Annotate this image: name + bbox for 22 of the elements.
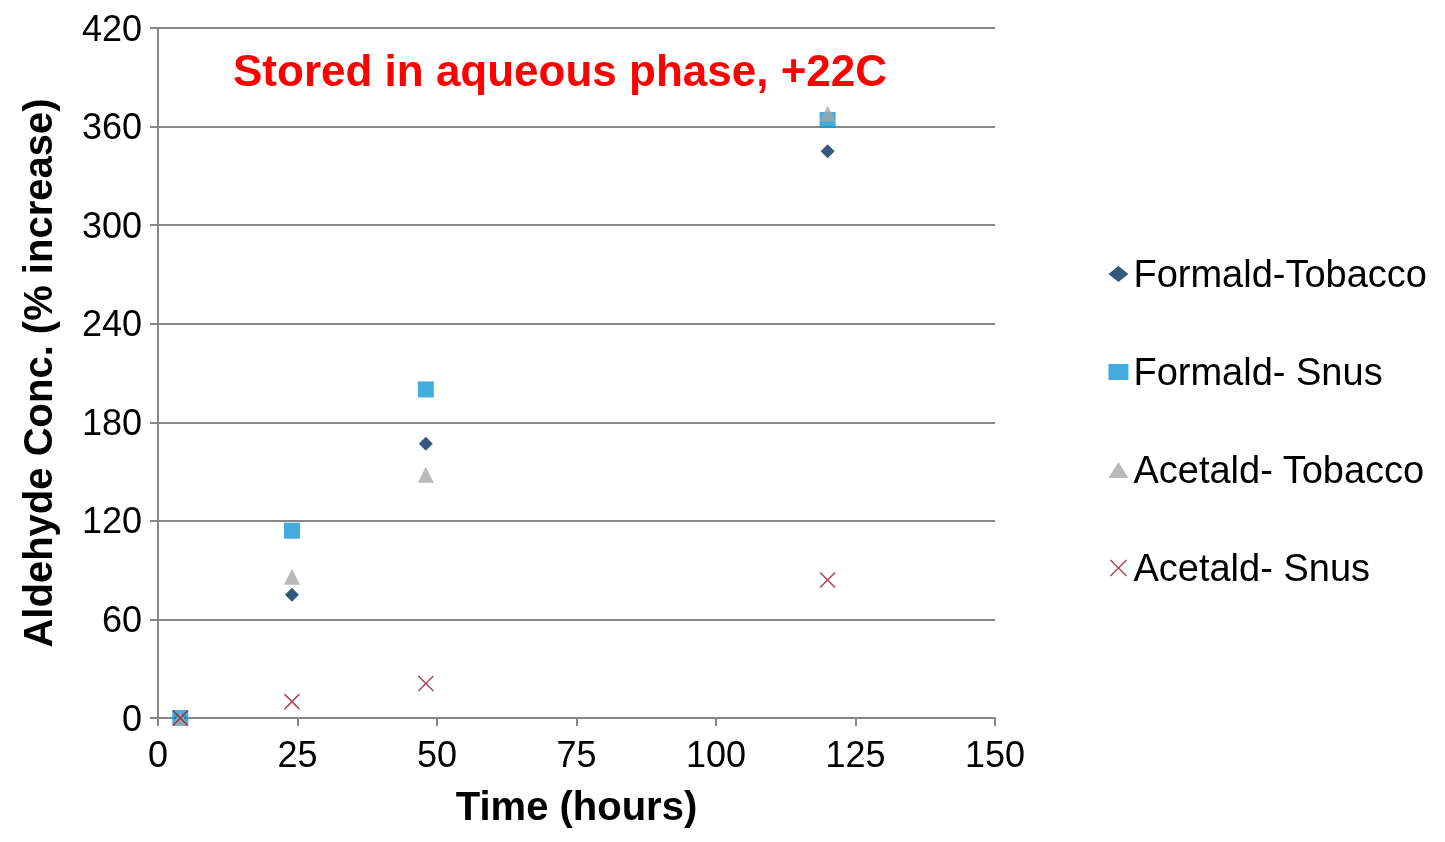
y-axis-title: Aldehyde Conc. (% increase) — [16, 98, 60, 648]
x-tick-label: 125 — [825, 733, 886, 775]
legend-label: Formald-Tobacco — [1133, 253, 1428, 295]
x-tick-label: 150 — [964, 733, 1026, 775]
y-tick-label: 420 — [81, 7, 142, 49]
legend-label: Formald- Snus — [1133, 351, 1383, 393]
x-axis-title: Time (hours) — [455, 784, 698, 828]
x-tick-label: 25 — [277, 733, 318, 775]
y-tick-label: 240 — [81, 303, 142, 345]
y-tick-label: 300 — [81, 204, 142, 246]
y-tick-label: 60 — [101, 598, 142, 640]
y-tick-label: 120 — [81, 500, 142, 542]
y-tick-label: 0 — [121, 697, 142, 739]
x-tick-label: 50 — [416, 733, 458, 775]
legend-label: Acetald- Snus — [1133, 547, 1371, 589]
x-tick-label: 100 — [685, 733, 747, 775]
y-tick-label: 360 — [81, 106, 142, 148]
chart-title: Stored in aqueous phase, +22C — [233, 45, 888, 95]
x-tick-label: 0 — [147, 733, 169, 775]
y-tick-label: 180 — [81, 401, 142, 443]
x-tick-label: 75 — [556, 733, 597, 775]
legend-label: Acetald- Tobacco — [1133, 449, 1425, 491]
